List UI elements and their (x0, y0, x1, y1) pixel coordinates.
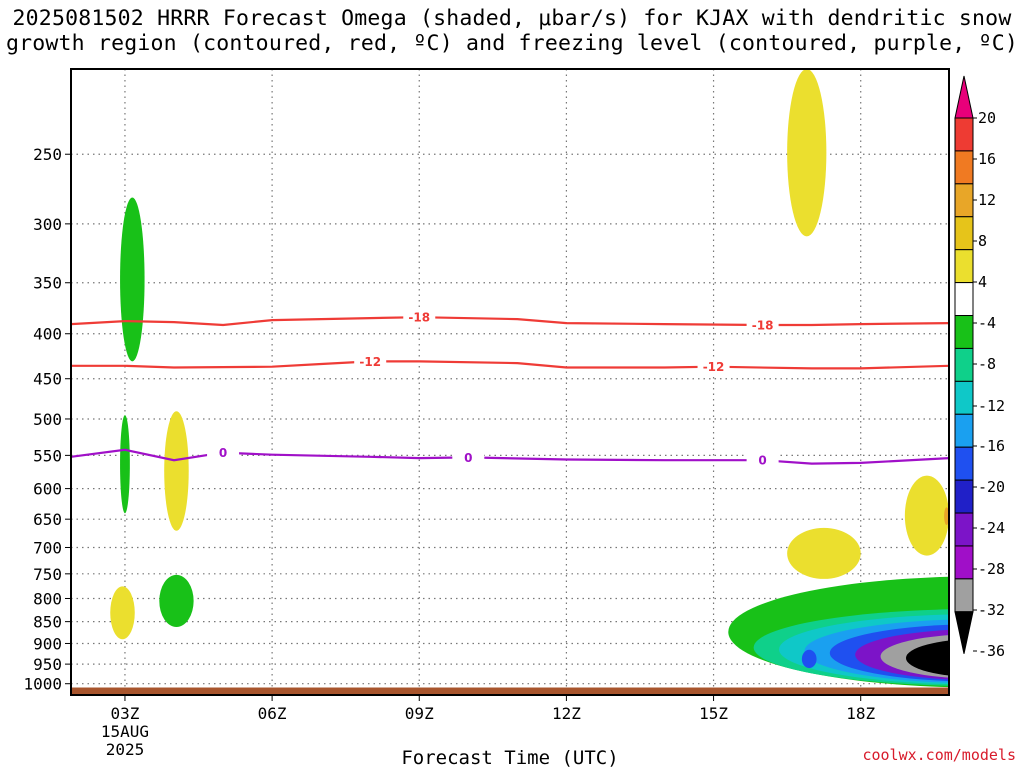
ground-band (71, 687, 949, 695)
omega-region-4 (159, 574, 194, 627)
colorbar-label-12: -32 (978, 601, 1005, 619)
colorbar-top-triangle (954, 75, 974, 119)
contour-label-bg (403, 310, 436, 325)
colorbar-label-10: -24 (978, 519, 1005, 537)
plot-frame (70, 68, 950, 696)
time-tick-label-09Z: 09Z (405, 704, 434, 723)
contour-line-minus18 (71, 316, 949, 327)
pressure-tick-label-350: 350 (33, 274, 62, 293)
pressure-axis: 250 300 350 400 450 500 550 600 650 700 750 800 850 9… (23, 145, 71, 694)
colorbar-segment-7 (954, 347, 974, 382)
colorbar-label-6: -8 (978, 355, 996, 373)
colorbar-segment-12 (954, 512, 974, 547)
colorbar-label-7: -12 (978, 397, 1005, 415)
omega-region-7 (904, 475, 949, 556)
pressure-tick-label-600: 600 (33, 480, 62, 499)
contour-label-bg (746, 453, 779, 468)
colorbar-segment-9 (954, 413, 974, 448)
colorbar-label-9: -20 (978, 478, 1005, 496)
time-tick-label-06Z: 06Z (258, 704, 287, 723)
contour-line-0 (71, 448, 949, 465)
omega-region-6 (787, 527, 861, 579)
omega-region-9-level-7 (905, 640, 949, 676)
colorbar-label-8: -16 (978, 437, 1005, 455)
colorbar-segment-10 (954, 446, 974, 481)
colorbar-label-3: 8 (978, 232, 987, 250)
colorbar-segment-11 (954, 479, 974, 514)
pressure-tick-label-250: 250 (33, 145, 62, 164)
pressure-tick-label-450: 450 (33, 370, 62, 389)
colorbar: 20 16 12 8 4 -4 -8 -12 -16 -20 -24 -28 -32 -36 (954, 75, 1005, 660)
pressure-tick-label-950: 950 (33, 655, 62, 674)
chart-title-line-1: 2025081502 HRRR Forecast Omega (shaded, … (12, 6, 1012, 31)
pressure-tick-label-500: 500 (33, 410, 62, 429)
pressure-tick-label-750: 750 (33, 565, 62, 584)
colorbar-segment-5 (954, 282, 974, 317)
colorbar-label-13: -36 (978, 642, 1005, 660)
omega-region-10 (801, 649, 817, 669)
colorbar-segment-6 (954, 315, 974, 349)
colorbar-segment-2 (954, 183, 974, 218)
contour-label-minus12: -12 (703, 360, 725, 374)
colorbar-segment-3 (954, 216, 974, 251)
pressure-tick-label-900: 900 (33, 634, 62, 653)
pressure-tick-label-550: 550 (33, 446, 62, 465)
time-tick-label-15Z: 15Z (699, 704, 728, 723)
colorbar-segment-4 (954, 249, 974, 284)
contour-label-bg (746, 318, 779, 333)
colorbar-label-4: 4 (978, 273, 987, 291)
x-axis-title: Forecast Time (UTC) (401, 747, 618, 768)
colorbar-label-5: -4 (978, 314, 996, 332)
contour-label-bg (697, 359, 730, 374)
colorbar-label-0: 20 (978, 109, 996, 127)
omega-region-2 (164, 411, 189, 531)
contour-label-bg (452, 450, 485, 465)
pressure-tick-label-400: 400 (33, 325, 62, 344)
colorbar-label-2: 12 (978, 191, 996, 209)
omega-region-0 (120, 197, 145, 362)
contour-label-minus12: -12 (359, 355, 381, 369)
contour-label-minus18: -18 (408, 311, 430, 325)
contour-label-0: 0 (758, 454, 766, 468)
colorbar-label-1: 16 (978, 150, 996, 168)
colorbar-segment-13 (954, 545, 974, 580)
colorbar-label-11: -28 (978, 560, 1005, 578)
contour-label-0: 0 (464, 451, 472, 465)
contour-label-minus18: -18 (752, 319, 774, 333)
pressure-tick-label-850: 850 (33, 613, 62, 632)
omega-region-5 (787, 69, 827, 237)
contour-label-bg (354, 354, 387, 369)
chart-title-line-2: growth region (contoured, red, ºC) and f… (5, 31, 1019, 56)
colorbar-segment-14 (954, 578, 974, 613)
contour-layer: -18 -18 -12 -12 0 0 0 (71, 310, 949, 468)
time-tick-label-03Z: 03Z (111, 704, 140, 723)
colorbar-segment-8 (954, 380, 974, 415)
chart-title: 2025081502 HRRR Forecast Omega (shaded, … (0, 6, 1024, 56)
colorbar-segment-1 (954, 150, 974, 185)
omega-field-layer (71, 69, 949, 695)
omega-region-3 (110, 586, 135, 640)
time-tick-label-12Z: 12Z (552, 704, 581, 723)
omega-region-1 (120, 415, 130, 514)
time-tick-sublabel-15AUG: 15AUG (101, 722, 149, 741)
pressure-tick-label-650: 650 (33, 510, 62, 529)
pressure-tick-label-1000: 1000 (23, 675, 62, 694)
contour-label-0: 0 (219, 446, 227, 460)
credit-link[interactable]: coolwx.com/models (862, 746, 1016, 764)
time-tick-sublabel-2025: 2025 (106, 740, 145, 759)
contour-label-bg (207, 445, 240, 460)
time-tick-label-18Z: 18Z (846, 704, 875, 723)
colorbar-bottom-triangle (954, 611, 974, 654)
omega-region-8 (944, 507, 949, 526)
contour-line-minus12 (71, 360, 949, 370)
pressure-tick-label-300: 300 (33, 215, 62, 234)
pressure-tick-label-800: 800 (33, 589, 62, 608)
colorbar-segment-0 (954, 117, 974, 152)
pressure-tick-label-700: 700 (33, 538, 62, 557)
